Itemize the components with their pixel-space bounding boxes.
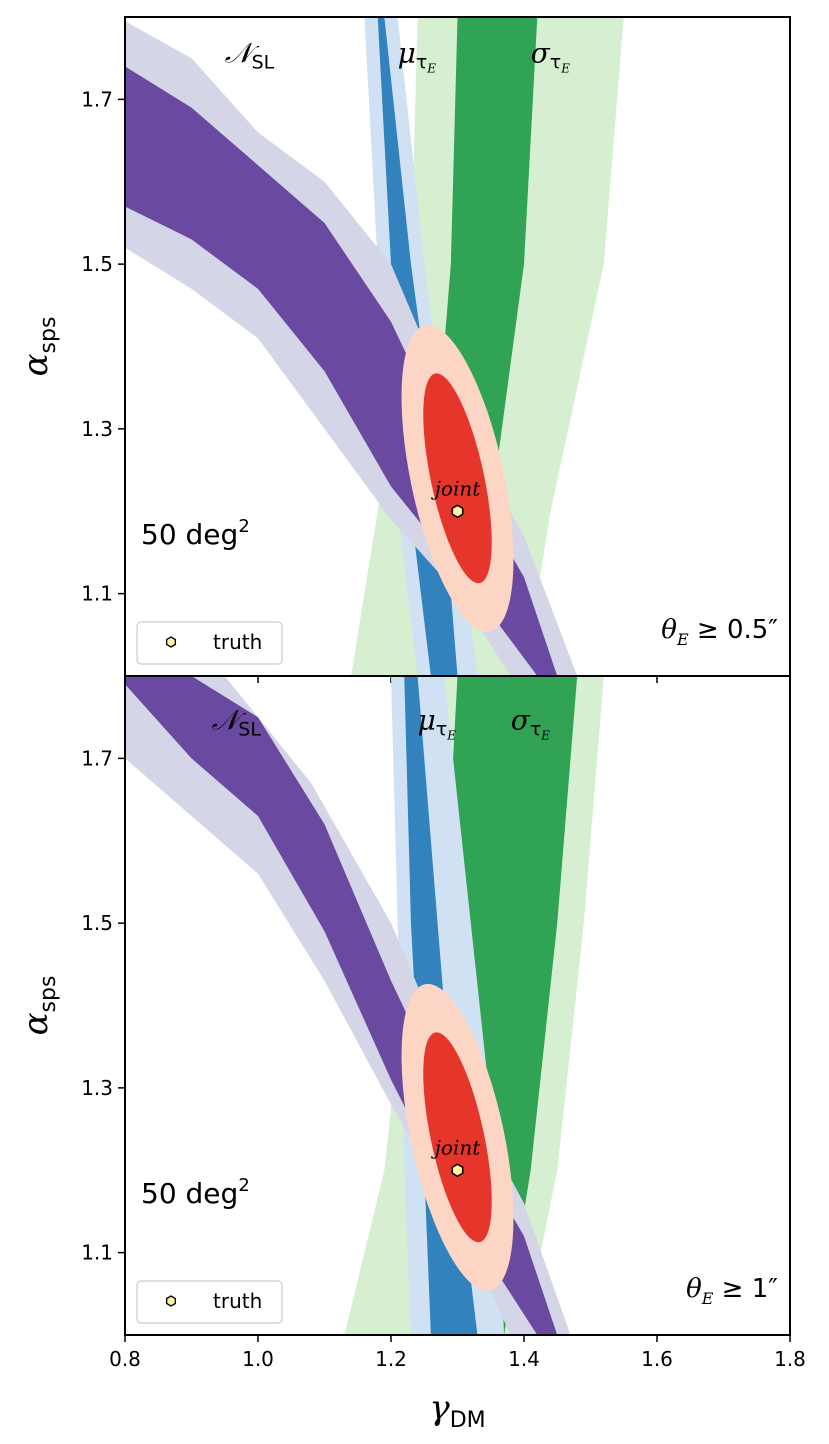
einstein-radius-cut-label: θE ≥ 1″ [686, 1274, 778, 1308]
legend: truth [136, 621, 283, 665]
x-tick-label: 1.4 [508, 1347, 540, 1371]
x-tick-label: 1.2 [375, 1347, 407, 1371]
y-tick-label: 1.1 [81, 1241, 113, 1265]
x-tick-label: 1.6 [641, 1347, 673, 1371]
y-axis-label: αsps [16, 317, 61, 377]
y-tick-label: 1.5 [81, 911, 113, 935]
panel-2-frame [124, 675, 791, 1336]
joint-68-contour [423, 1032, 492, 1243]
y-tick-label: 1.7 [81, 87, 113, 111]
y-tick-label: 1.3 [81, 417, 113, 441]
legend: truth [136, 1280, 283, 1324]
legend-truth-marker [166, 636, 176, 648]
y-tick-label: 1.7 [81, 746, 113, 770]
nsl-band-label: 𝒩SL [225, 36, 275, 73]
legend-truth-marker [166, 1295, 176, 1307]
x-tick-label: 0.8 [109, 1347, 141, 1371]
survey-area-label: 50 deg2 [141, 1175, 250, 1210]
joint-label: joint [431, 1135, 482, 1159]
legend-label-truth: truth [213, 630, 262, 654]
y-axis-label: αsps [16, 976, 61, 1036]
truth-marker [451, 504, 464, 519]
joint-label: joint [431, 476, 482, 500]
legend-label-truth: truth [213, 1289, 262, 1313]
y-tick-label: 1.5 [81, 252, 113, 276]
einstein-radius-cut-label: θE ≥ 0.5″ [661, 615, 778, 649]
nsl-band-label: 𝒩SL [211, 704, 261, 741]
y-tick-label: 1.3 [81, 1076, 113, 1100]
x-tick-label: 1.8 [774, 1347, 806, 1371]
truth-marker [451, 1163, 464, 1178]
panel-2-plot-area [125, 676, 604, 1335]
panel-1-plot-area [125, 17, 624, 676]
x-axis-label: γDM [429, 1388, 485, 1433]
joint-68-contour [423, 373, 492, 584]
x-tick-label: 1.0 [242, 1347, 274, 1371]
y-tick-label: 1.1 [81, 582, 113, 606]
survey-area-label: 50 deg2 [141, 516, 250, 551]
